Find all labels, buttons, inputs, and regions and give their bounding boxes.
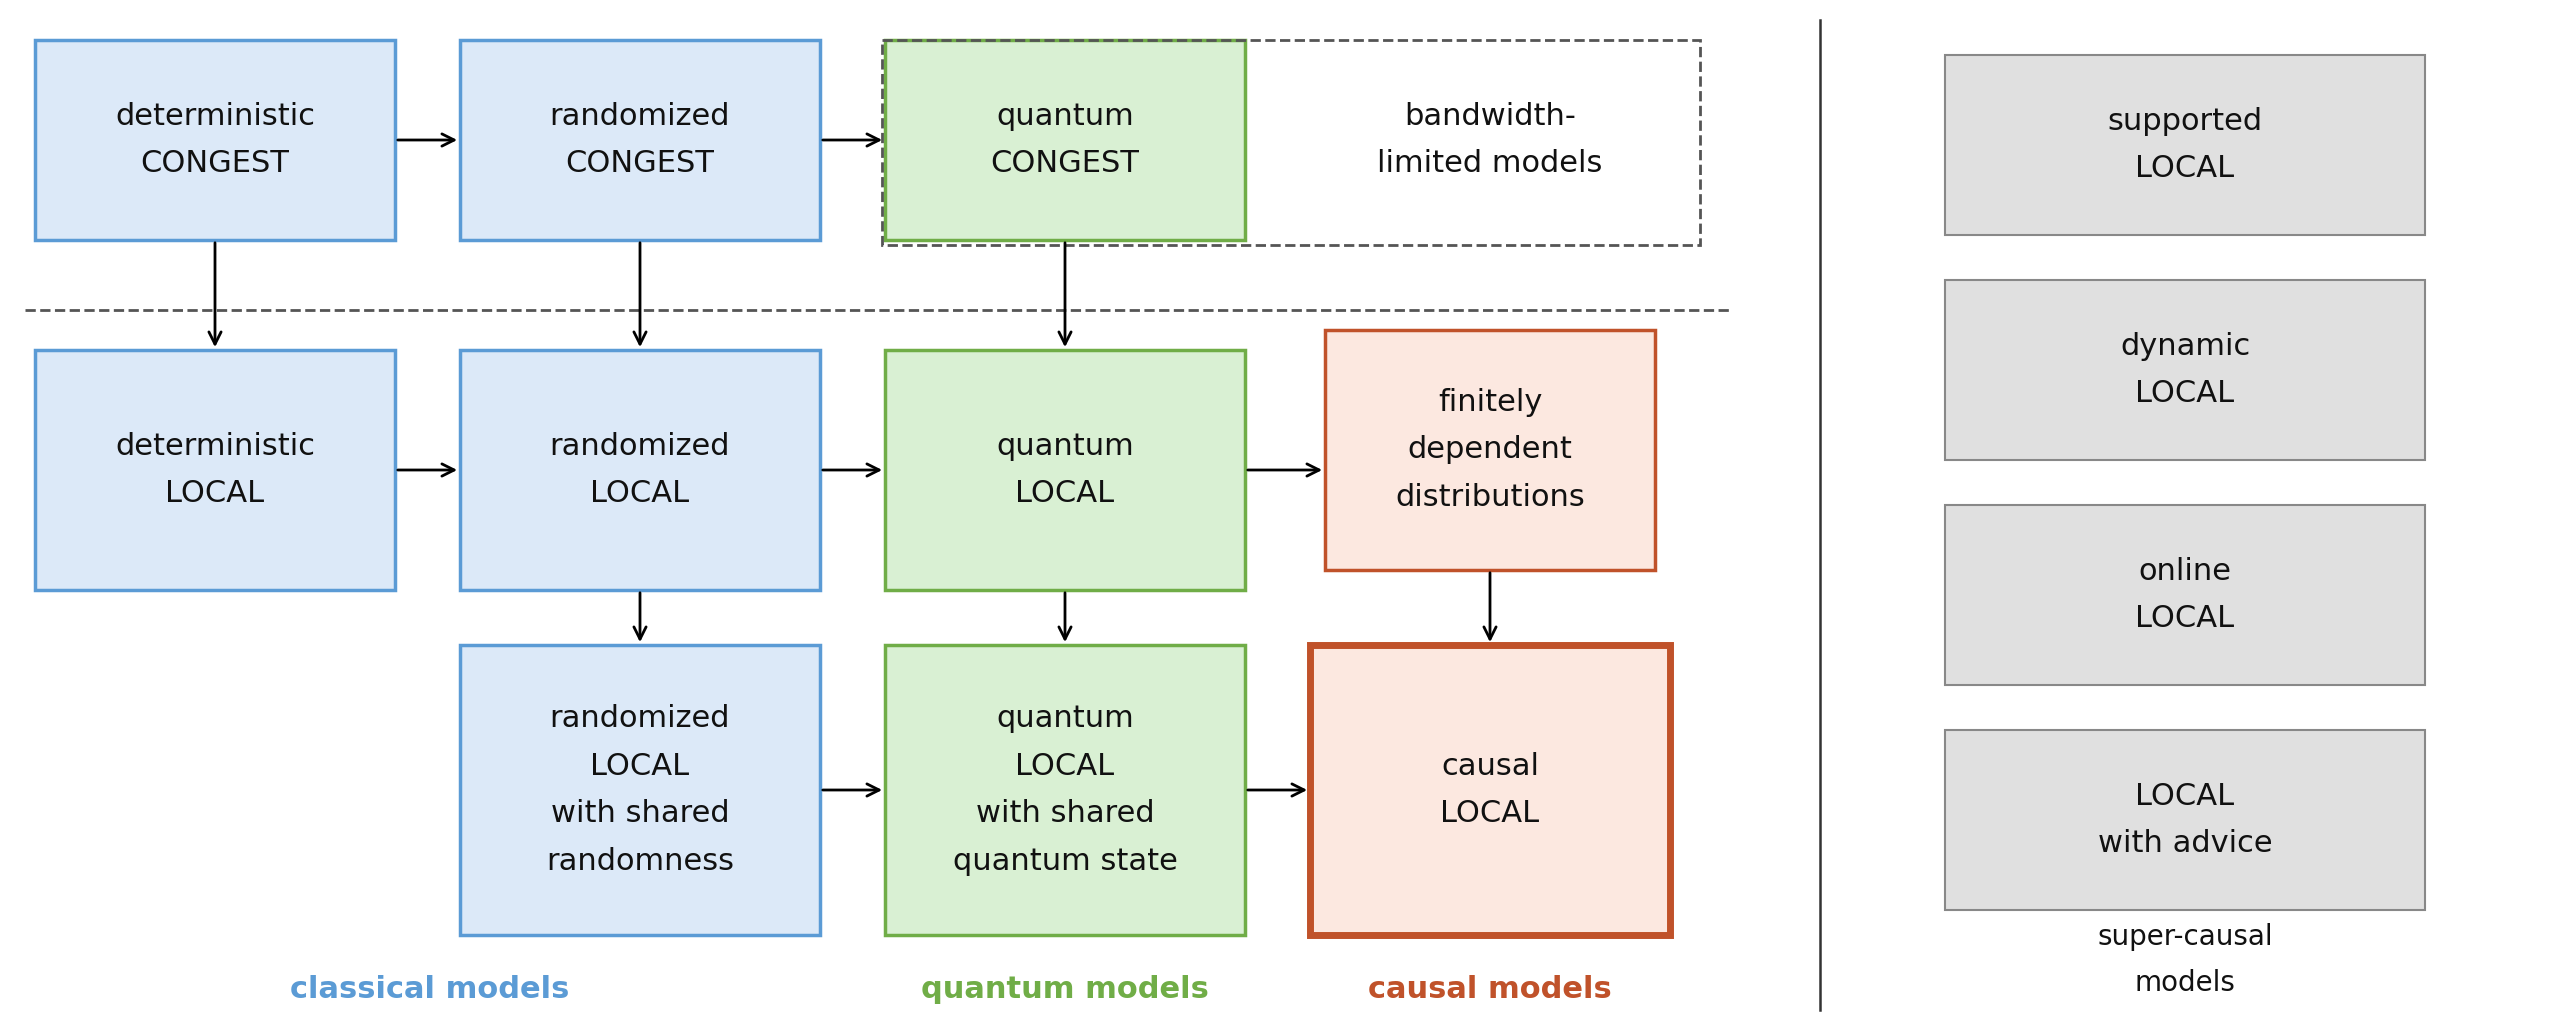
Text: quantum
LOCAL: quantum LOCAL [997, 432, 1135, 508]
Text: randomized
LOCAL
with shared
randomness: randomized LOCAL with shared randomness [546, 705, 734, 876]
FancyBboxPatch shape [885, 350, 1244, 590]
Text: deterministic
CONGEST: deterministic CONGEST [115, 101, 316, 178]
FancyBboxPatch shape [459, 350, 821, 590]
Text: causal models: causal models [1369, 976, 1612, 1005]
Text: quantum
CONGEST: quantum CONGEST [989, 101, 1140, 178]
Text: randomized
LOCAL: randomized LOCAL [551, 432, 729, 508]
Text: classical models: classical models [291, 976, 569, 1005]
Text: causal
LOCAL: causal LOCAL [1441, 751, 1540, 828]
Text: bandwidth-
limited models: bandwidth- limited models [1377, 101, 1604, 178]
FancyBboxPatch shape [459, 645, 821, 935]
FancyBboxPatch shape [1946, 280, 2425, 460]
Text: supported
LOCAL: supported LOCAL [2106, 107, 2262, 183]
Text: deterministic
LOCAL: deterministic LOCAL [115, 432, 316, 508]
FancyBboxPatch shape [885, 40, 1244, 240]
FancyBboxPatch shape [1946, 505, 2425, 685]
Text: quantum
LOCAL
with shared
quantum state: quantum LOCAL with shared quantum state [954, 705, 1178, 876]
FancyBboxPatch shape [36, 350, 395, 590]
FancyBboxPatch shape [459, 40, 821, 240]
FancyBboxPatch shape [1311, 645, 1670, 935]
Text: quantum models: quantum models [921, 976, 1209, 1005]
Text: finitely
dependent
distributions: finitely dependent distributions [1395, 388, 1586, 512]
Text: super-causal
models: super-causal models [2096, 923, 2272, 997]
FancyBboxPatch shape [885, 645, 1244, 935]
Text: randomized
CONGEST: randomized CONGEST [551, 101, 729, 178]
FancyBboxPatch shape [1326, 330, 1655, 570]
FancyBboxPatch shape [1946, 55, 2425, 235]
Text: dynamic
LOCAL: dynamic LOCAL [2119, 332, 2249, 408]
FancyBboxPatch shape [1946, 730, 2425, 910]
FancyBboxPatch shape [36, 40, 395, 240]
Text: online
LOCAL: online LOCAL [2134, 557, 2234, 633]
Text: LOCAL
with advice: LOCAL with advice [2099, 781, 2272, 858]
